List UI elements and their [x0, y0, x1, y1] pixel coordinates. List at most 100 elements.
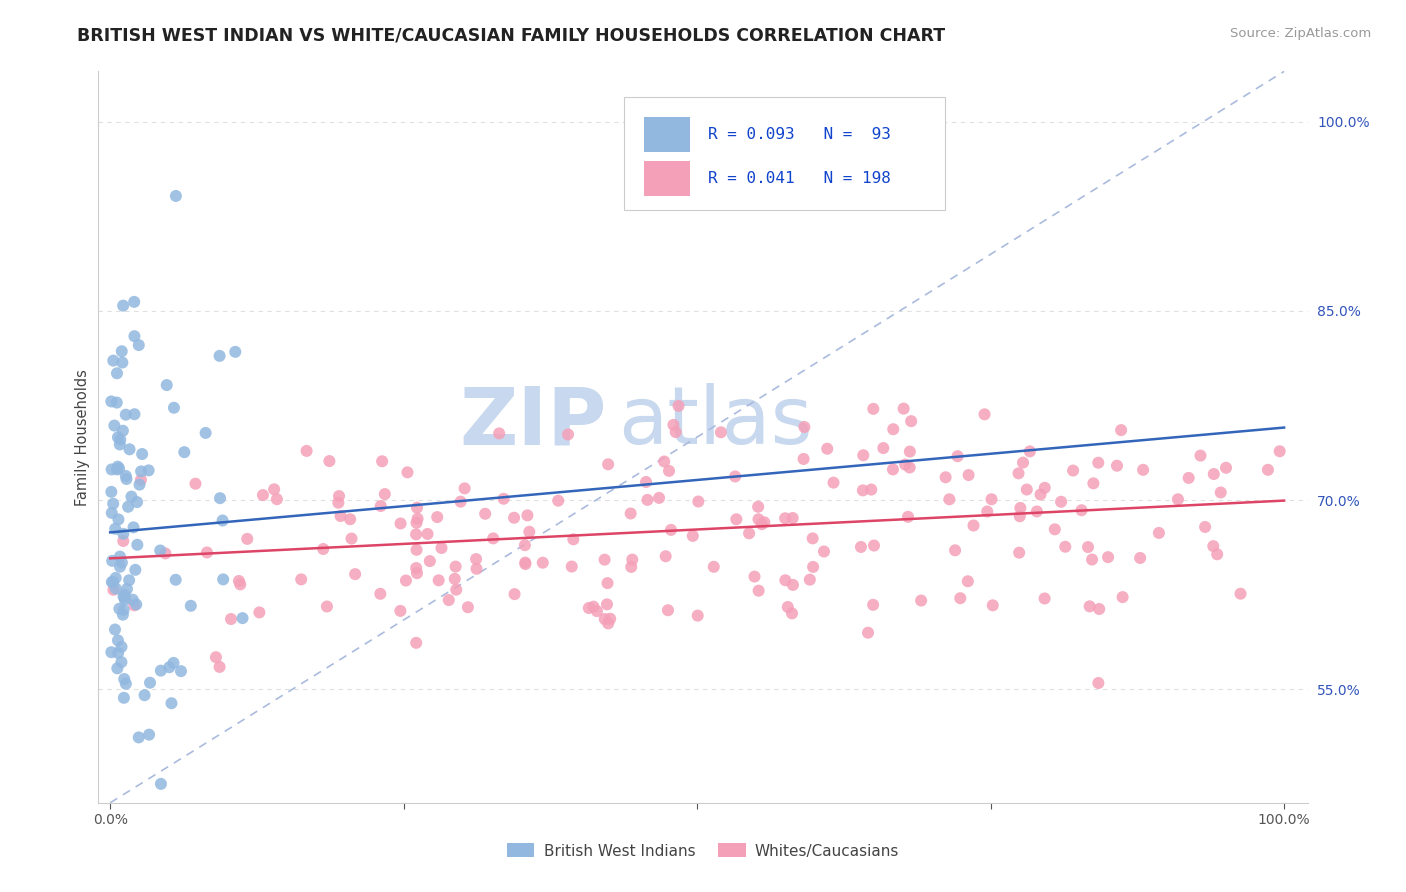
Point: [128, 731, 150, 745]
Point: [1206, 547, 1229, 561]
Point: [101, 497, 124, 511]
Point: [138, 728, 160, 742]
Point: [659, 523, 682, 537]
Point: [703, 559, 725, 574]
Point: [114, 588, 136, 602]
Point: [170, 664, 193, 678]
Point: [621, 552, 644, 566]
Point: [134, 688, 156, 702]
Point: [124, 563, 146, 577]
Point: [513, 538, 536, 552]
Point: [127, 538, 149, 552]
Point: [125, 495, 148, 509]
Point: [515, 556, 537, 570]
Text: atlas: atlas: [619, 384, 813, 461]
Point: [599, 612, 621, 626]
Point: [374, 487, 396, 501]
Point: [105, 366, 128, 380]
Point: [112, 526, 135, 541]
Point: [110, 640, 132, 654]
Point: [801, 532, 824, 546]
Point: [231, 611, 253, 625]
Point: [793, 452, 815, 467]
Point: [751, 517, 773, 532]
Point: [482, 532, 505, 546]
Point: [405, 516, 427, 530]
Point: [882, 422, 904, 436]
Text: ZIP: ZIP: [458, 384, 606, 461]
Point: [104, 582, 127, 596]
Point: [465, 552, 488, 566]
Point: [620, 507, 643, 521]
Point: [111, 344, 134, 359]
Point: [1077, 540, 1099, 554]
Text: Source: ZipAtlas.com: Source: ZipAtlas.com: [1230, 27, 1371, 40]
Point: [962, 518, 984, 533]
Point: [212, 573, 235, 587]
Point: [111, 355, 134, 369]
Point: [852, 483, 875, 498]
Point: [882, 462, 904, 476]
Point: [503, 587, 526, 601]
Point: [561, 559, 583, 574]
Bar: [644, 161, 690, 196]
Point: [1202, 539, 1225, 553]
Point: [1033, 481, 1056, 495]
Point: [149, 543, 172, 558]
Point: [1078, 599, 1101, 614]
Point: [108, 601, 131, 615]
Point: [782, 511, 804, 525]
Text: R = 0.041   N = 198: R = 0.041 N = 198: [707, 171, 891, 186]
Point: [111, 607, 134, 622]
Point: [1257, 463, 1279, 477]
Point: [114, 469, 136, 483]
Point: [110, 655, 132, 669]
Point: [946, 449, 969, 463]
Point: [165, 189, 187, 203]
Point: [686, 608, 709, 623]
Point: [444, 559, 467, 574]
Point: [112, 533, 135, 548]
Point: [738, 526, 761, 541]
Point: [389, 516, 412, 531]
Point: [665, 425, 688, 439]
Point: [205, 650, 228, 665]
Point: [100, 462, 122, 476]
Point: [128, 338, 150, 352]
Point: [122, 294, 145, 309]
Point: [194, 425, 217, 440]
Point: [328, 496, 350, 510]
Point: [112, 672, 135, 686]
Point: [849, 540, 872, 554]
Point: [229, 577, 252, 591]
Point: [157, 660, 180, 674]
Point: [754, 516, 776, 530]
Point: [122, 520, 145, 534]
Point: [162, 656, 184, 670]
Point: [1062, 464, 1084, 478]
Point: [1087, 676, 1109, 690]
Text: R = 0.093   N =  93: R = 0.093 N = 93: [707, 127, 891, 142]
Point: [949, 591, 972, 606]
Point: [776, 600, 799, 615]
Point: [184, 476, 207, 491]
Point: [1209, 485, 1232, 500]
Point: [108, 559, 131, 574]
Point: [910, 593, 932, 607]
Point: [1105, 458, 1128, 473]
Point: [1007, 467, 1029, 481]
Point: [211, 514, 233, 528]
Point: [1008, 509, 1031, 524]
Point: [416, 527, 439, 541]
Point: [780, 607, 803, 621]
Point: [318, 454, 340, 468]
Point: [1147, 525, 1170, 540]
Point: [900, 414, 922, 428]
Point: [450, 494, 472, 508]
Point: [474, 507, 496, 521]
Point: [1268, 444, 1291, 458]
Point: [107, 430, 129, 444]
Point: [562, 533, 585, 547]
Point: [1054, 540, 1077, 554]
Point: [121, 592, 143, 607]
